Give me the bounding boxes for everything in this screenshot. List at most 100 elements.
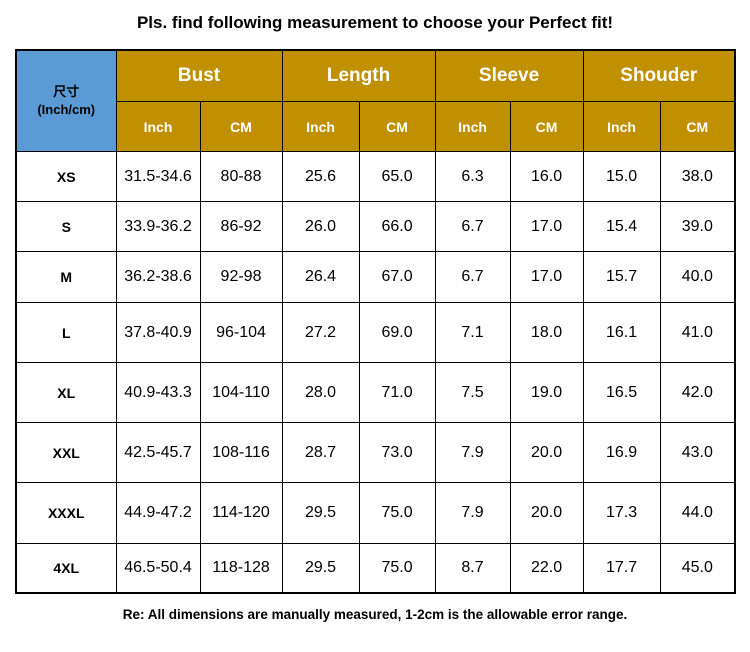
shoulder-header: Shouder: [582, 49, 736, 102]
measurement-cell: 7.5: [434, 362, 511, 423]
measurement-cell: 19.0: [509, 362, 584, 423]
measurement-cell: 44.9-47.2: [115, 482, 201, 544]
size-label-cell: L: [15, 302, 117, 363]
measurement-cell: 16.1: [582, 302, 661, 363]
table-row: S 33.9-36.2 86-92 26.0 66.0 6.7 17.0 15.4 39.0: [15, 201, 736, 252]
unit-header: CM: [659, 101, 736, 152]
measurement-cell: 8.7: [434, 543, 511, 593]
measurement-cell: 73.0: [358, 422, 436, 483]
size-label-cell: XXL: [15, 422, 117, 483]
measurement-cell: 17.0: [509, 251, 584, 303]
sleeve-header: Sleeve: [434, 49, 584, 102]
measurement-cell: 42.5-45.7: [115, 422, 201, 483]
measurement-cell: 45.0: [659, 543, 736, 593]
measurement-cell: 39.0: [659, 201, 736, 252]
page-title: Pls. find following measurement to choos…: [136, 13, 614, 32]
table-row: XL 40.9-43.3 104-110 28.0 71.0 7.5 19.0 16.5 42.…: [15, 362, 736, 423]
size-label-cell: 4XL: [15, 543, 117, 593]
table-row: 4XL 46.5-50.4 118-128 29.5 75.0 8.7 22.0 17.7 45…: [15, 543, 736, 593]
unit-header: Inch: [434, 101, 511, 152]
measurement-cell: 33.9-36.2: [115, 201, 201, 252]
measurement-cell: 15.7: [582, 251, 661, 303]
size-label-cell: XS: [15, 151, 117, 202]
measurement-cell: 114-120: [199, 482, 283, 544]
measurement-cell: 28.7: [281, 422, 360, 483]
measurement-cell: 17.0: [509, 201, 584, 252]
measurement-cell: 104-110: [199, 362, 283, 423]
unit-header: Inch: [281, 101, 360, 152]
measurement-cell: 29.5: [281, 482, 360, 544]
table-row: XXL 42.5-45.7 108-116 28.7 73.0 7.9 20.0 16.9 43…: [15, 422, 736, 483]
measurement-cell: 16.0: [509, 151, 584, 202]
header-unit-row: Inch CM Inch CM Inch CM Inch CM: [16, 101, 736, 152]
measurement-cell: 29.5: [281, 543, 360, 593]
measurement-cell: 71.0: [358, 362, 436, 423]
size-unit-header-cell: 尺寸 (Inch/cm): [15, 49, 117, 152]
measurement-cell: 67.0: [358, 251, 436, 303]
unit-header: CM: [509, 101, 584, 152]
measurement-cell: 36.2-38.6: [115, 251, 201, 303]
measurement-cell: 25.6: [281, 151, 360, 202]
measurement-cell: 80-88: [199, 151, 283, 202]
table-row: XS 31.5-34.6 80-88 25.6 65.0 6.3 16.0 15.0 38.0: [15, 151, 736, 202]
measurement-cell: 7.1: [434, 302, 511, 363]
size-label-cell: XL: [15, 362, 117, 423]
measurement-cell: 37.8-40.9: [115, 302, 201, 363]
table-row: XXXL 44.9-47.2 114-120 29.5 75.0 7.9 20.0 17.3 4…: [15, 482, 736, 544]
measurement-cell: 20.0: [509, 422, 584, 483]
measurement-cell: 6.3: [434, 151, 511, 202]
measurement-cell: 27.2: [281, 302, 360, 363]
measurement-cell: 69.0: [358, 302, 436, 363]
measurement-cell: 18.0: [509, 302, 584, 363]
measurement-cell: 26.4: [281, 251, 360, 303]
table-row: L 37.8-40.9 96-104 27.2 69.0 7.1 18.0 16.1 41.0: [15, 302, 736, 363]
size-table-body: XS 31.5-34.6 80-88 25.6 65.0 6.3 16.0 15.0 38.0 S…: [15, 151, 736, 593]
measurement-cell: 108-116: [199, 422, 283, 483]
table-row: M 36.2-38.6 92-98 26.4 67.0 6.7 17.0 15.7 40.0: [15, 251, 736, 303]
measurement-cell: 16.5: [582, 362, 661, 423]
measurement-cell: 65.0: [358, 151, 436, 202]
bust-header: Bust: [115, 49, 283, 102]
size-header-label: 尺寸: [53, 84, 80, 99]
measurement-cell: 15.0: [582, 151, 661, 202]
measurement-cell: 16.9: [582, 422, 661, 483]
footer-note: Re: All dimensions are manually measured…: [122, 607, 628, 622]
measurement-cell: 43.0: [659, 422, 736, 483]
measurement-cell: 42.0: [659, 362, 736, 423]
measurement-cell: 38.0: [659, 151, 736, 202]
measurement-cell: 41.0: [659, 302, 736, 363]
unit-header: CM: [358, 101, 436, 152]
measurement-cell: 44.0: [659, 482, 736, 544]
measurement-cell: 22.0: [509, 543, 584, 593]
measurement-cell: 17.7: [582, 543, 661, 593]
measurement-cell: 7.9: [434, 422, 511, 483]
measurement-cell: 75.0: [358, 482, 436, 544]
measurement-cell: 15.4: [582, 201, 661, 252]
measurement-cell: 66.0: [358, 201, 436, 252]
measurement-cell: 118-128: [199, 543, 283, 593]
length-header: Length: [281, 49, 436, 102]
measurement-cell: 75.0: [358, 543, 436, 593]
measurement-cell: 26.0: [281, 201, 360, 252]
measurement-cell: 40.9-43.3: [115, 362, 201, 423]
unit-header: Inch: [115, 101, 201, 152]
unit-header: Inch: [582, 101, 661, 152]
measurement-cell: 31.5-34.6: [115, 151, 201, 202]
measurement-cell: 40.0: [659, 251, 736, 303]
size-chart-table: 尺寸 (Inch/cm) Bust Length Sleeve Shouder …: [15, 49, 737, 594]
header-group-row: 尺寸 (Inch/cm) Bust Length Sleeve Shouder: [15, 49, 736, 152]
measurement-cell: 17.3: [582, 482, 661, 544]
measurement-cell: 96-104: [199, 302, 283, 363]
measurement-cell: 7.9: [434, 482, 511, 544]
size-label-cell: XXXL: [15, 482, 117, 544]
measurement-cell: 20.0: [509, 482, 584, 544]
measurement-cell: 28.0: [281, 362, 360, 423]
unit-header: CM: [199, 101, 283, 152]
measurement-cell: 46.5-50.4: [115, 543, 201, 593]
size-label-cell: S: [15, 201, 117, 252]
measurement-cell: 6.7: [434, 201, 511, 252]
measurement-cell: 86-92: [199, 201, 283, 252]
measurement-cell: 92-98: [199, 251, 283, 303]
unit-header-label: (Inch/cm): [37, 102, 96, 117]
size-label-cell: M: [15, 251, 117, 303]
